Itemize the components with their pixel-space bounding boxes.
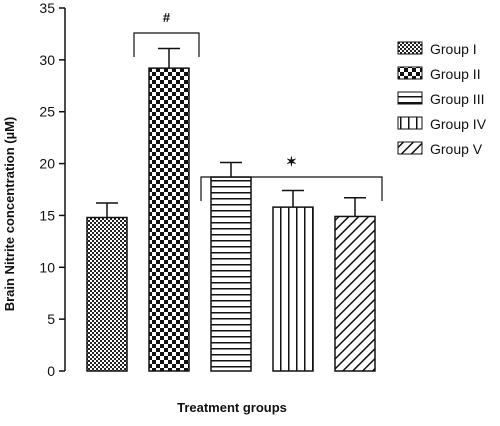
significance-bracket [200, 176, 383, 201]
y-tick-label: 5 [47, 311, 55, 327]
y-tick-label: 25 [39, 104, 55, 120]
legend-swatch [397, 91, 423, 105]
legend-label: Group II [430, 66, 481, 82]
legend-swatch [397, 41, 423, 55]
legend-swatch [397, 66, 423, 80]
legend-swatch [397, 141, 423, 155]
legend-swatch [397, 116, 423, 130]
significance-bracket [133, 32, 200, 57]
y-tick-label: 15 [39, 207, 55, 223]
significance-annotations: #✶ [133, 10, 383, 201]
bar [334, 215, 376, 372]
bar [148, 67, 190, 372]
legend: Group I Group II Group III Group IV Group V [397, 41, 487, 157]
significance-mark: # [163, 10, 171, 25]
y-tick-label: 10 [39, 259, 55, 275]
legend-label: Group III [430, 91, 484, 107]
y-axis-title: Brain Nitrite concentration (µM) [2, 117, 17, 312]
legend-label: Group IV [430, 116, 487, 132]
bar [272, 206, 314, 372]
bar [210, 176, 252, 372]
significance-mark: ✶ [286, 154, 297, 169]
bars [86, 47, 376, 372]
y-tick-label: 20 [39, 156, 55, 172]
bar [86, 216, 128, 372]
y-axis: 0 5 10 15 20 25 30 35 [39, 0, 66, 379]
y-tick-label: 30 [39, 52, 55, 68]
x-axis-title: Treatment groups [177, 400, 287, 415]
legend-label: Group I [430, 41, 477, 57]
y-tick-label: 0 [47, 363, 55, 379]
legend-label: Group V [430, 141, 483, 157]
y-tick-label: 35 [39, 0, 55, 16]
